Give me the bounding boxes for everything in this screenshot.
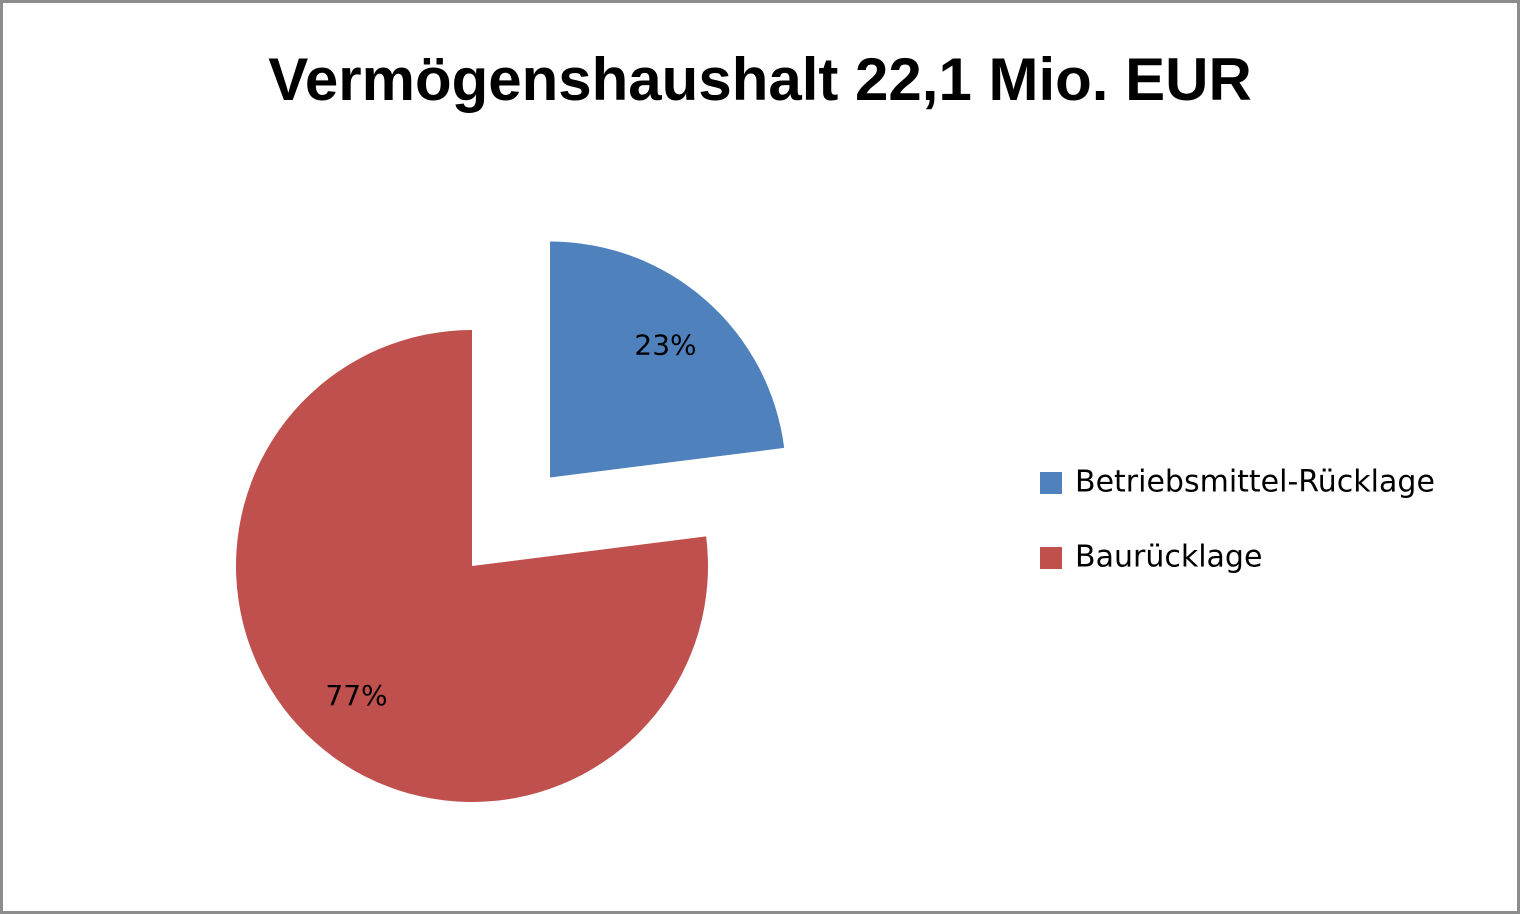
data-label: 23% xyxy=(634,328,696,361)
legend-label: Baurücklage xyxy=(1075,540,1262,575)
pie-slice xyxy=(236,330,709,803)
chart-title: Vermögenshaushalt 22,1 Mio. EUR xyxy=(268,46,1252,113)
pie-slice xyxy=(550,241,785,478)
legend-label: Betriebsmittel-Rücklage xyxy=(1075,465,1435,500)
legend-swatch xyxy=(1040,472,1062,494)
data-label: 77% xyxy=(325,679,387,712)
legend-swatch xyxy=(1040,547,1062,569)
